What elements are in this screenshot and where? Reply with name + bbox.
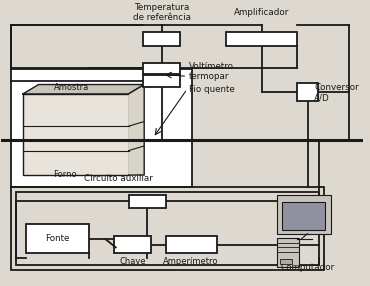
Bar: [128, 195, 166, 208]
Text: Forno: Forno: [53, 170, 77, 179]
Polygon shape: [23, 85, 144, 94]
Bar: [11, 187, 324, 270]
Bar: [277, 195, 331, 234]
Bar: [166, 236, 216, 253]
Bar: [23, 94, 128, 175]
Polygon shape: [128, 85, 144, 175]
Text: Fonte: Fonte: [45, 234, 69, 243]
Text: Computador: Computador: [280, 263, 334, 272]
Bar: [226, 32, 297, 46]
Text: Fio quente: Fio quente: [189, 85, 235, 94]
Bar: [26, 224, 90, 253]
Bar: [143, 75, 181, 87]
Text: termopar: termopar: [189, 72, 230, 81]
Text: Conversor
A/D: Conversor A/D: [314, 83, 359, 103]
Text: Amplificador: Amplificador: [234, 8, 289, 17]
Bar: [16, 192, 319, 265]
Bar: [297, 83, 318, 101]
Bar: [143, 63, 181, 74]
Text: Amostra: Amostra: [54, 83, 90, 92]
Bar: [282, 202, 325, 230]
Text: Chave: Chave: [119, 257, 146, 266]
Bar: [143, 32, 181, 46]
Text: Temperatura
de referência: Temperatura de referência: [133, 3, 191, 23]
Bar: [11, 69, 192, 187]
Text: Voltímetro: Voltímetro: [189, 62, 234, 71]
Bar: [280, 259, 292, 264]
Bar: [277, 238, 299, 267]
Text: Amperímetro: Amperímetro: [164, 257, 219, 266]
Text: Circuito auxiliar: Circuito auxiliar: [84, 174, 153, 184]
Bar: [114, 236, 151, 253]
